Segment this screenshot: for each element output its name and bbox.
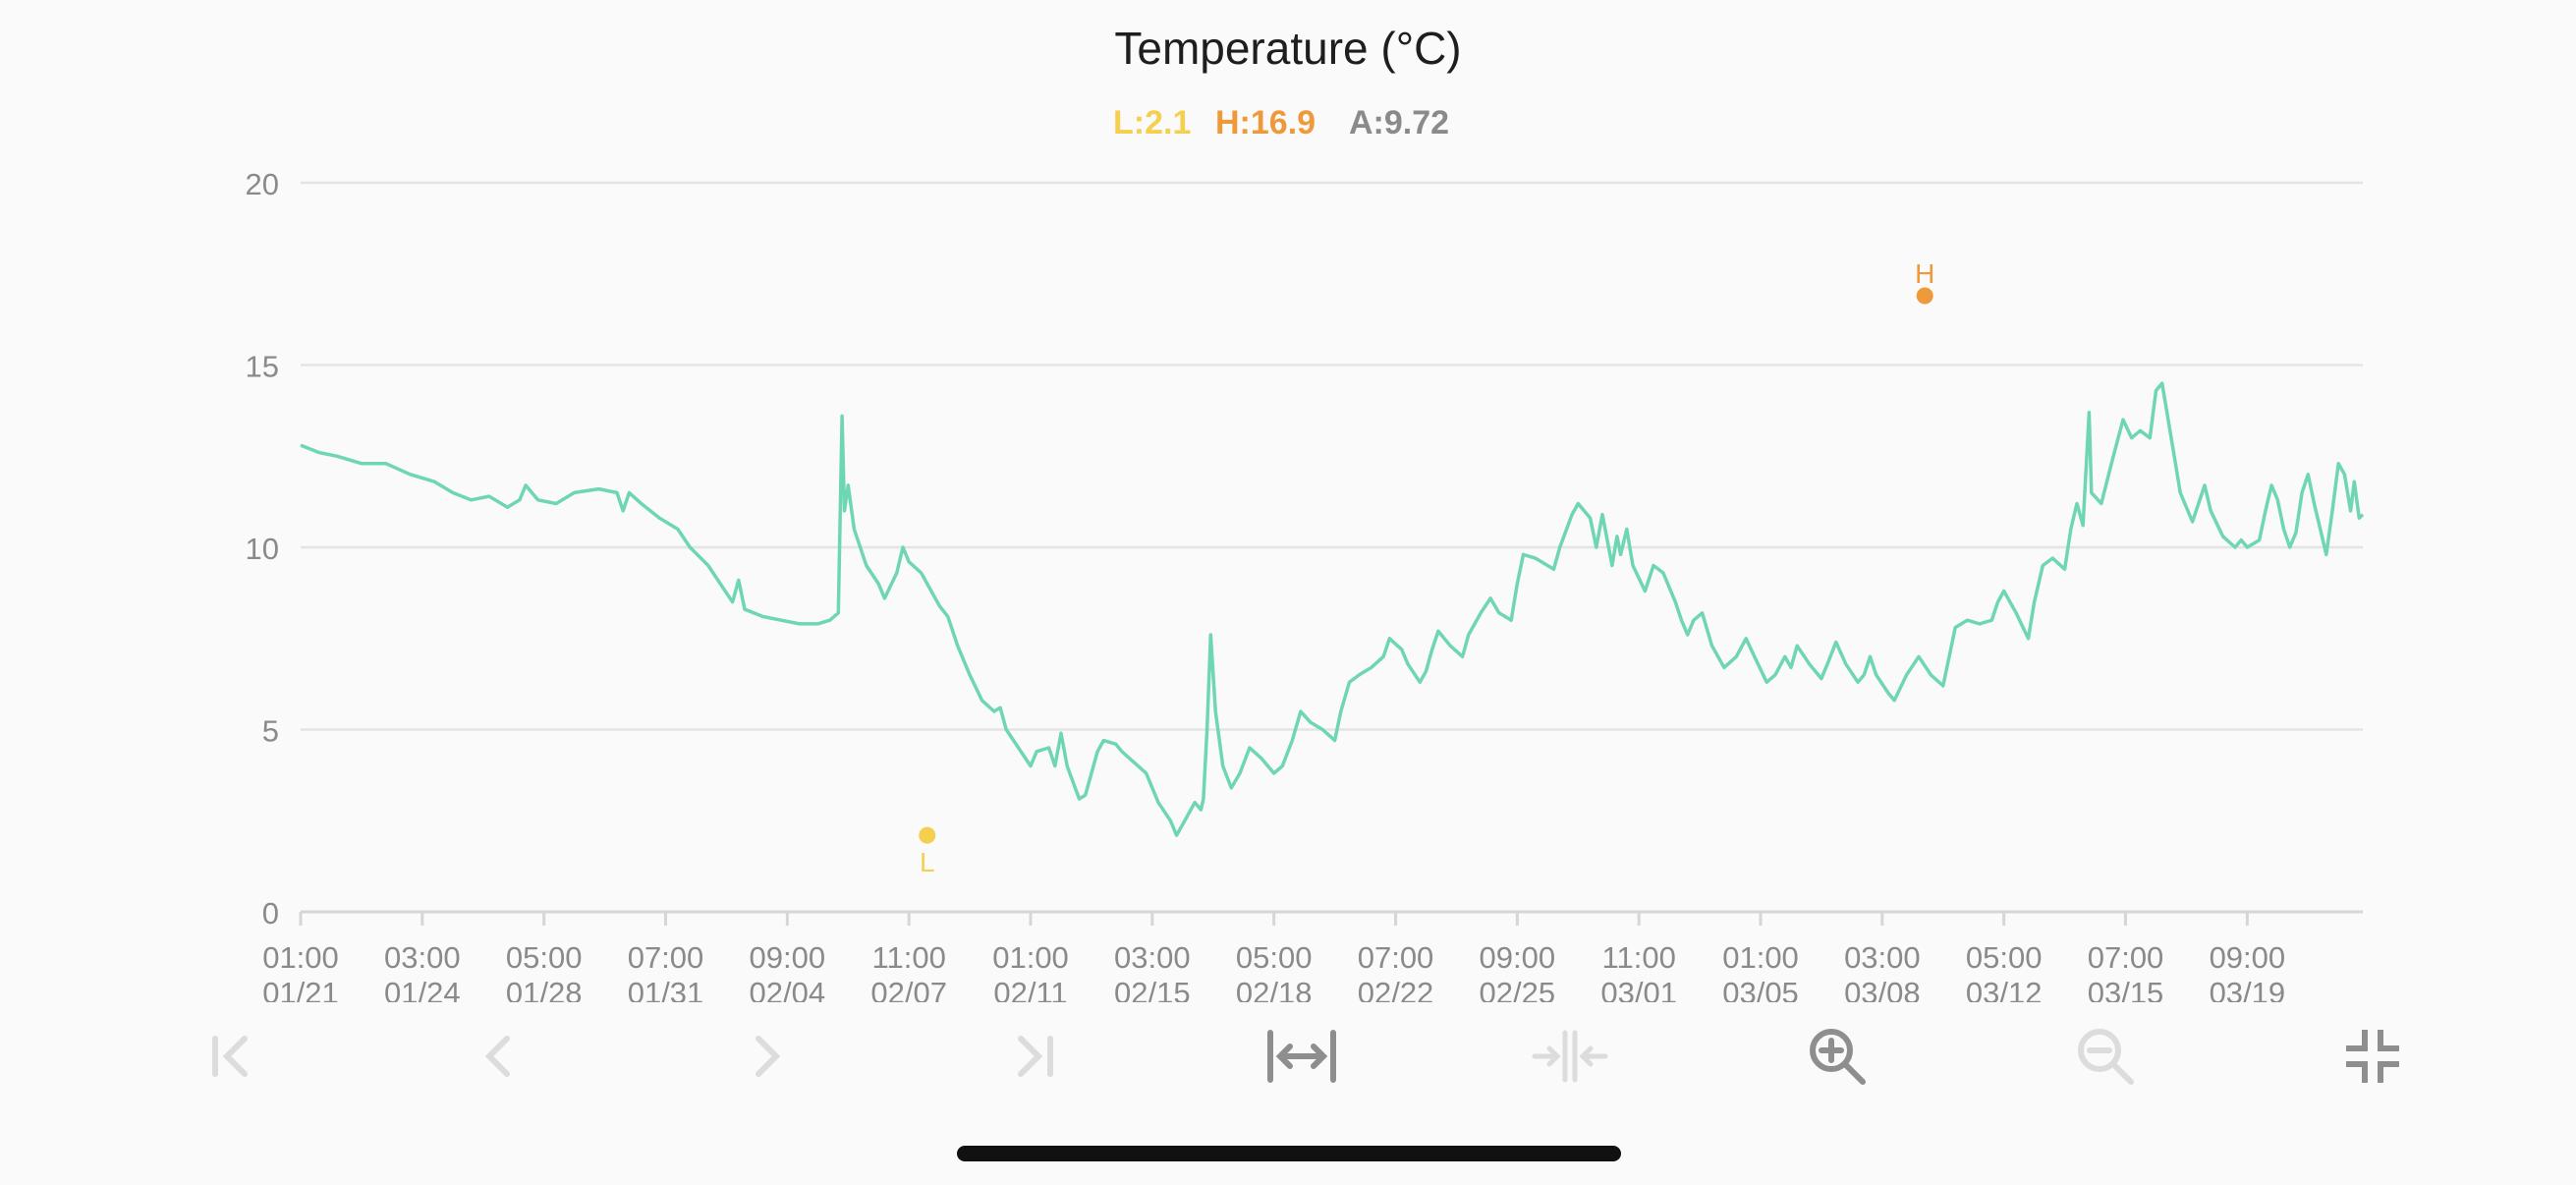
zoom-in-icon <box>1810 1029 1866 1085</box>
home-indicator <box>957 1146 1621 1161</box>
compress-horizontal-button[interactable] <box>1526 1012 1614 1100</box>
x-tick-time-label: 05:00 <box>1236 940 1313 975</box>
x-tick-time-label: 11:00 <box>1602 940 1676 975</box>
high-marker-dot <box>1916 287 1933 305</box>
chart-toolbar <box>187 1012 2417 1100</box>
exit-fullscreen-icon <box>2346 1030 2399 1083</box>
extreme-markers: LH <box>919 258 1934 877</box>
x-tick-date-label: 02/22 <box>1358 976 1434 1002</box>
first-page-icon <box>212 1036 248 1077</box>
x-tick-date-label: 02/04 <box>750 976 826 1002</box>
y-tick-label: 0 <box>262 896 279 931</box>
summary-low: L:2.1 <box>1113 104 1191 141</box>
x-tick-date-label: 02/25 <box>1480 976 1556 1002</box>
exit-fullscreen-button[interactable] <box>2328 1012 2417 1100</box>
previous-page-button[interactable] <box>455 1012 543 1100</box>
previous-page-icon <box>484 1036 510 1077</box>
x-tick-time-label: 09:00 <box>1480 940 1556 975</box>
summary-stats: L:2.1 H:16.9 A:9.72 <box>1113 104 1449 141</box>
x-tick-time-label: 07:00 <box>2088 940 2164 975</box>
x-tick-date-label: 02/18 <box>1236 976 1313 1002</box>
x-tick-date-label: 01/31 <box>628 976 704 1002</box>
x-tick-time-label: 11:00 <box>872 940 946 975</box>
x-tick-time-label: 05:00 <box>1966 940 2043 975</box>
x-tick-date-label: 02/11 <box>993 976 1067 1002</box>
x-tick-time-label: 01:00 <box>1722 940 1799 975</box>
zoom-out-icon <box>2077 1029 2134 1085</box>
last-page-icon <box>1017 1036 1053 1077</box>
x-tick-time-label: 09:00 <box>750 940 826 975</box>
x-tick-date-label: 03/15 <box>2088 976 2164 1002</box>
x-axis: 01:0001/2103:0001/2405:0001/2807:0001/31… <box>262 912 2285 1002</box>
x-tick-date-label: 03/19 <box>2210 976 2286 1002</box>
zoom-out-button[interactable] <box>2061 1012 2150 1100</box>
low-marker-dot <box>919 826 936 844</box>
x-tick-date-label: 03/05 <box>1722 976 1799 1002</box>
grid-lines <box>301 181 2363 914</box>
x-tick-time-label: 03:00 <box>384 940 461 975</box>
expand-horizontal-button[interactable] <box>1258 1012 1346 1100</box>
temperature-chart: Temperature (°C) L:2.1 H:16.9 A:9.72 0 5 1… <box>246 23 2365 1002</box>
low-marker-label: L <box>920 847 935 877</box>
zoom-in-button[interactable] <box>1793 1012 1881 1100</box>
x-tick-date-label: 02/15 <box>1114 976 1191 1002</box>
x-tick-date-label: 03/08 <box>1844 976 1921 1002</box>
x-tick-date-label: 01/28 <box>506 976 583 1002</box>
next-page-icon <box>756 1036 781 1077</box>
x-tick-date-label: 01/24 <box>384 976 461 1002</box>
y-tick-label: 5 <box>262 714 279 749</box>
x-tick-time-label: 07:00 <box>628 940 704 975</box>
x-tick-time-label: 03:00 <box>1844 940 1921 975</box>
first-page-button[interactable] <box>187 1012 275 1100</box>
summary-avg: A:9.72 <box>1349 104 1449 141</box>
temperature-line <box>300 381 2365 837</box>
x-tick-date-label: 02/07 <box>870 976 947 1002</box>
y-tick-label: 20 <box>246 167 279 201</box>
x-tick-date-label: 01/21 <box>262 976 339 1002</box>
chart-title: Temperature (°C) <box>1114 23 1461 74</box>
expand-horizontal-icon <box>1267 1030 1336 1083</box>
last-page-button[interactable] <box>990 1012 1079 1100</box>
x-tick-date-label: 03/01 <box>1600 976 1677 1002</box>
next-page-button[interactable] <box>722 1012 811 1100</box>
y-tick-label: 10 <box>246 532 279 566</box>
y-axis: 0 5 10 15 20 <box>246 167 279 931</box>
x-tick-time-label: 03:00 <box>1114 940 1191 975</box>
x-tick-time-label: 09:00 <box>2210 940 2286 975</box>
x-tick-time-label: 01:00 <box>262 940 339 975</box>
compress-horizontal-icon <box>1532 1030 1607 1083</box>
x-tick-time-label: 05:00 <box>506 940 583 975</box>
x-tick-time-label: 07:00 <box>1358 940 1434 975</box>
y-tick-label: 15 <box>246 350 279 384</box>
x-tick-time-label: 01:00 <box>992 940 1069 975</box>
high-marker-label: H <box>1915 258 1934 289</box>
x-tick-date-label: 03/12 <box>1966 976 2043 1002</box>
summary-high: H:16.9 <box>1215 104 1316 141</box>
